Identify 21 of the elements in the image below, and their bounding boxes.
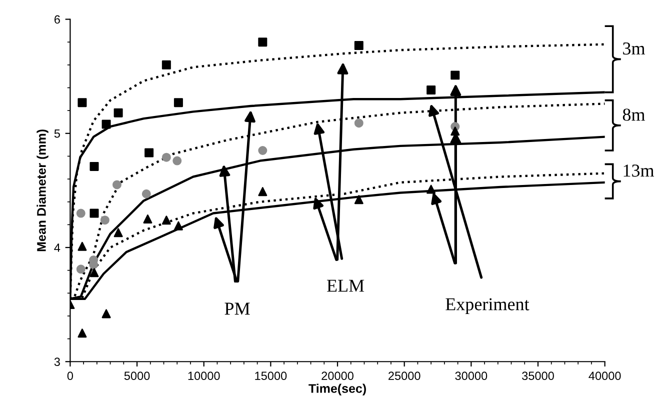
x-axis-title: Time(sec) xyxy=(308,384,366,396)
text: 13m xyxy=(624,164,654,177)
y-tick-label: 5 xyxy=(54,130,60,138)
x-tick-label: 25000 xyxy=(388,372,420,380)
y-tick-label: 6 xyxy=(54,15,60,24)
text: 3m xyxy=(623,42,645,55)
x-tick-label: 15000 xyxy=(255,372,287,380)
y-tick-label: 3 xyxy=(54,358,60,366)
x-tick-label: 10000 xyxy=(188,372,220,380)
x-tick-label: 35000 xyxy=(522,372,554,380)
x-tick-label: 20000 xyxy=(322,372,354,380)
y-tick-label: 4 xyxy=(54,244,60,252)
annotation: ELM xyxy=(326,280,364,292)
annotation: PM xyxy=(224,302,250,315)
x-tick-label: 40000 xyxy=(588,372,621,380)
annotation: Experiment xyxy=(446,298,530,314)
text: 8m xyxy=(622,108,645,121)
x-tick-label: 30000 xyxy=(455,372,488,380)
y-axis-title: Mean Diameter (mm) xyxy=(36,130,48,252)
x-tick-label: 0 xyxy=(67,372,74,380)
x-tick-label: 5000 xyxy=(124,372,150,380)
